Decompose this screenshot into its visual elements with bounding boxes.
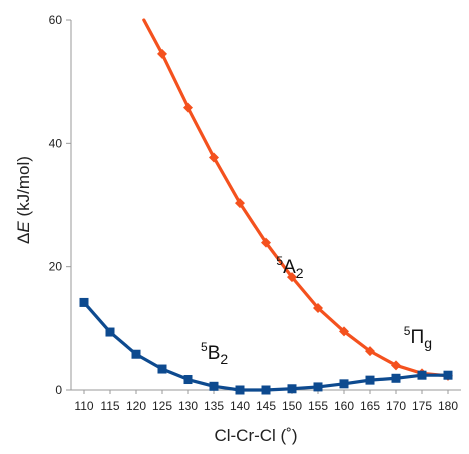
x-tick-label: 135 — [204, 399, 224, 413]
series-1-line — [142, 18, 450, 378]
x-tick-label: 150 — [282, 399, 302, 413]
x-tick-label: 180 — [438, 399, 458, 413]
state-label-superscript: 5 — [201, 340, 208, 354]
series-2-point — [391, 373, 401, 383]
x-tick-label: 175 — [412, 399, 432, 413]
state-label: 5Πg — [404, 324, 432, 351]
state-label-main: A — [283, 257, 296, 278]
series-layer — [79, 18, 453, 395]
x-axis-title: Cl-Cr-Cl (˚) — [214, 426, 297, 445]
series-2-point — [339, 379, 349, 389]
state-label: 5A2 — [276, 254, 303, 281]
series-1-point — [261, 237, 271, 248]
series-2-point — [157, 364, 167, 374]
series-2 — [79, 297, 453, 395]
state-label-main: Π — [410, 327, 424, 348]
x-tick-label: 125 — [152, 399, 172, 413]
series-1-point — [391, 360, 401, 371]
x-tick-label: 130 — [178, 399, 198, 413]
series-2-point — [417, 370, 427, 380]
state-label-main: B — [208, 343, 221, 364]
series-1-point — [339, 326, 349, 337]
y-axis-title-delta: Δ — [14, 233, 33, 244]
state-label: 5B2 — [201, 340, 228, 367]
y-tick-label: 40 — [49, 136, 63, 150]
series-2-point — [79, 297, 89, 307]
series-2-point — [235, 385, 245, 395]
series-2-point — [443, 370, 453, 380]
series-2-point — [313, 382, 323, 392]
x-tick-label: 115 — [100, 399, 119, 413]
y-tick-label: 0 — [55, 383, 62, 397]
x-tick-label: 145 — [256, 399, 276, 413]
x-tick-label: 110 — [74, 399, 93, 413]
x-tick-label: 140 — [230, 399, 250, 413]
tick-labels: 0 20 40 60 110 115 120 125 130 135 140 145 150 155 160… — [49, 13, 459, 413]
y-tick-label: 60 — [49, 13, 63, 27]
series-2-point — [183, 375, 193, 385]
y-axis-title-unit: (kJ/mol) — [14, 156, 33, 221]
series-1-point — [365, 346, 375, 357]
state-label-subscript: 2 — [220, 351, 228, 367]
series-2-point — [287, 384, 297, 394]
series-2-point — [261, 385, 271, 395]
series-2-point — [365, 375, 375, 385]
series-1-point — [287, 272, 297, 283]
axes — [66, 19, 461, 394]
series-1-point — [157, 48, 167, 59]
x-tick-label: 120 — [126, 399, 146, 413]
series-2-point — [209, 381, 219, 391]
y-tick-label: 20 — [49, 260, 63, 274]
x-tick-label: 160 — [334, 399, 354, 413]
state-label-subscript: g — [424, 335, 432, 351]
series-2-point — [131, 349, 141, 359]
y-axis-title-variable: E — [14, 221, 33, 233]
state-label-superscript: 5 — [404, 324, 411, 338]
state-label-superscript: 5 — [276, 254, 283, 268]
series-2-point — [105, 327, 115, 337]
series-1-point — [313, 302, 323, 313]
x-tick-label: 170 — [386, 399, 406, 413]
x-tick-label: 165 — [360, 399, 380, 413]
series-1-point — [183, 102, 193, 113]
series-1-point — [209, 152, 219, 163]
state-label-subscript: 2 — [296, 265, 304, 281]
x-tick-label: 155 — [308, 399, 328, 413]
series-1-point — [235, 198, 245, 209]
y-axis-title: ΔE (kJ/mol) — [14, 156, 33, 244]
